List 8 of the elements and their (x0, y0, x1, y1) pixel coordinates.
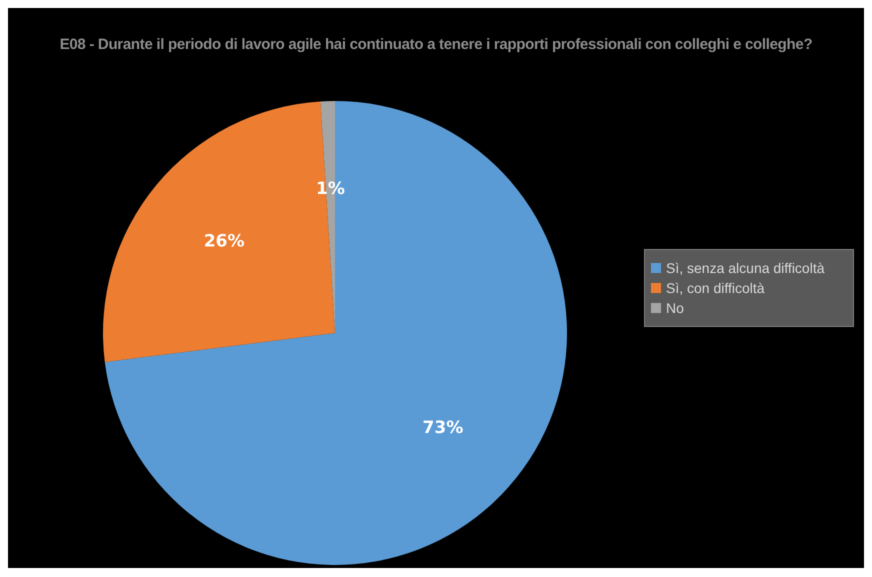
legend-label: Sì, senza alcuna difficoltà (666, 259, 825, 278)
pie-slice (104, 101, 567, 565)
data-label: 1% (316, 179, 345, 200)
legend-label: Sì, con difficoltà (666, 279, 765, 298)
data-label: 26% (204, 231, 245, 252)
data-label: 73% (422, 418, 464, 438)
chart-title: E08 - Durante il periodo di lavoro agile hai continuato a tenere i rapporti professionali con colleghi e colleghe? (58, 36, 814, 53)
legend-label: No (666, 299, 684, 318)
